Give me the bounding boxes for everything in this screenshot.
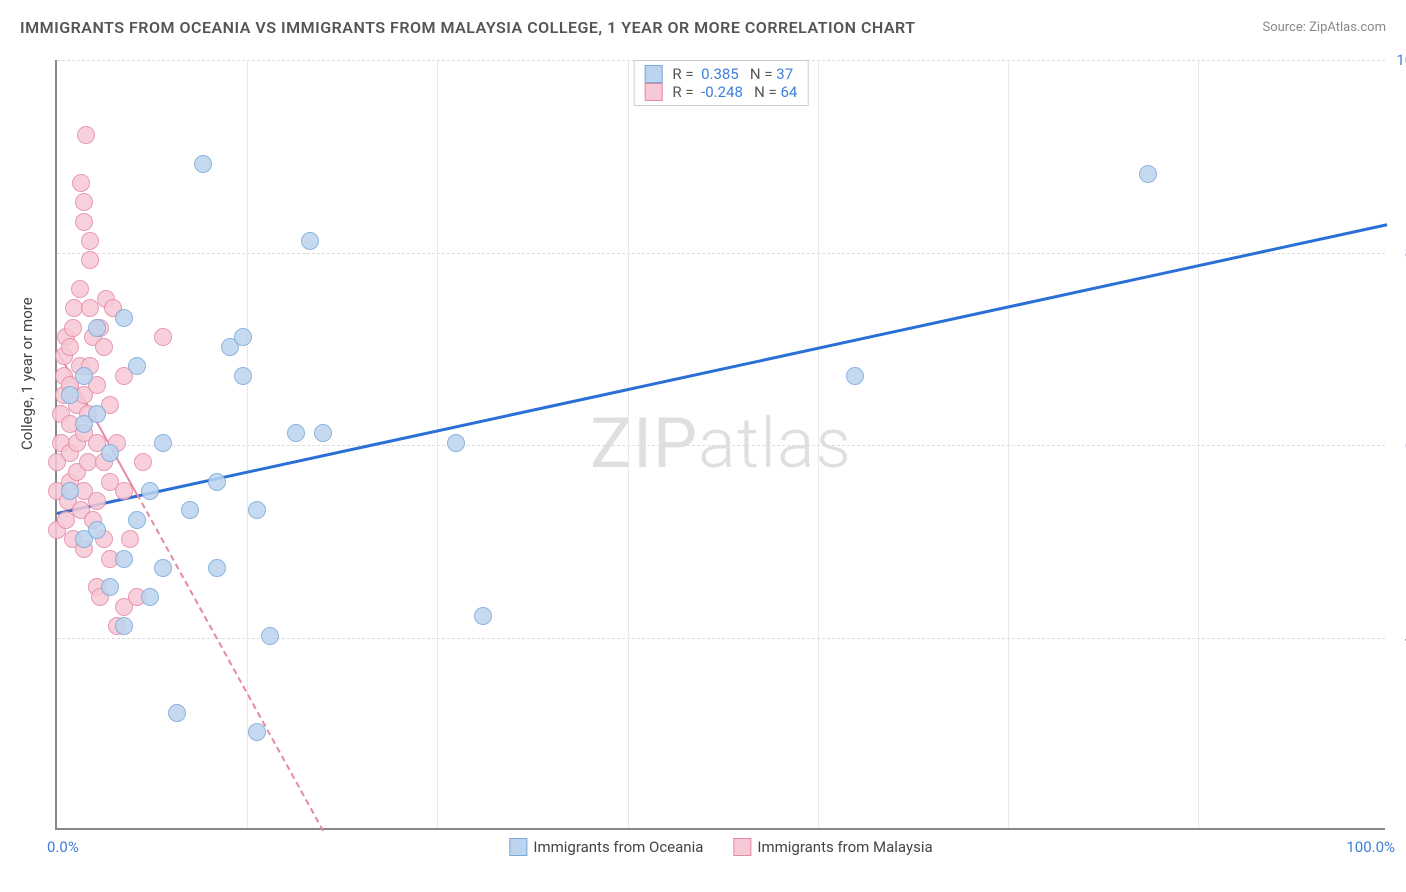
legend-swatch [645, 65, 663, 83]
gridline-h [57, 638, 1385, 639]
scatter-point [134, 453, 152, 471]
legend-swatch [733, 838, 751, 856]
gridline-v [437, 60, 438, 828]
scatter-point [115, 309, 133, 327]
gridline-v [247, 60, 248, 828]
scatter-point [141, 482, 159, 500]
gridline-v [818, 60, 819, 828]
y-tick-label: 100.0% [1396, 51, 1406, 69]
trend-line [57, 224, 1388, 516]
scatter-point [115, 617, 133, 635]
scatter-point [846, 367, 864, 385]
scatter-point [88, 492, 106, 510]
gridline-v [628, 60, 629, 828]
scatter-point [248, 723, 266, 741]
scatter-point [261, 627, 279, 645]
scatter-point [168, 704, 186, 722]
gridline-h [57, 445, 1385, 446]
scatter-point [181, 501, 199, 519]
scatter-point [474, 607, 492, 625]
chart-title: IMMIGRANTS FROM OCEANIA VS IMMIGRANTS FR… [20, 18, 916, 37]
legend-item: Immigrants from Malaysia [733, 838, 932, 856]
scatter-point [154, 434, 172, 452]
watermark: ZIPatlas [590, 403, 852, 485]
legend-swatch [509, 838, 527, 856]
scatter-point [77, 126, 95, 144]
scatter-point [61, 338, 79, 356]
scatter-point [154, 328, 172, 346]
scatter-point [301, 232, 319, 250]
stats-text: R = -0.248 N = 64 [669, 83, 798, 101]
scatter-point [71, 280, 89, 298]
scatter-point [115, 550, 133, 568]
scatter-point [141, 588, 159, 606]
scatter-point [75, 193, 93, 211]
scatter-point [1139, 165, 1157, 183]
stats-text: R = 0.385 N = 37 [669, 65, 793, 83]
legend-label: Immigrants from Malaysia [757, 838, 932, 856]
scatter-point [88, 405, 106, 423]
source-attribution: Source: ZipAtlas.com [1262, 20, 1386, 35]
scatter-point [75, 367, 93, 385]
scatter-point [61, 386, 79, 404]
scatter-point [121, 530, 139, 548]
scatter-point [248, 501, 266, 519]
scatter-point [101, 444, 119, 462]
plot-area: ZIPatlas 0.0% 100.0% R = 0.385 N = 37 R … [55, 60, 1385, 830]
scatter-point [81, 299, 99, 317]
x-axis-min-label: 0.0% [47, 838, 79, 856]
scatter-point [88, 319, 106, 337]
scatter-point [72, 174, 90, 192]
scatter-point [61, 482, 79, 500]
scatter-point [128, 511, 146, 529]
stats-legend: R = 0.385 N = 37 R = -0.248 N = 64 [634, 60, 809, 106]
stats-legend-row: R = 0.385 N = 37 [645, 65, 798, 83]
gridline-h [57, 253, 1385, 254]
gridline-v [1008, 60, 1009, 828]
series-legend: Immigrants from Oceania Immigrants from M… [509, 838, 932, 856]
scatter-point [194, 155, 212, 173]
correlation-chart: IMMIGRANTS FROM OCEANIA VS IMMIGRANTS FR… [0, 0, 1406, 892]
stats-legend-row: R = -0.248 N = 64 [645, 83, 798, 101]
scatter-point [447, 434, 465, 452]
scatter-point [95, 338, 113, 356]
scatter-point [64, 319, 82, 337]
scatter-point [128, 357, 146, 375]
scatter-point [234, 328, 252, 346]
scatter-point [88, 521, 106, 539]
y-axis-title: College, 1 year or more [18, 297, 36, 450]
legend-label: Immigrants from Oceania [533, 838, 703, 856]
scatter-point [234, 367, 252, 385]
trend-line [136, 494, 324, 832]
scatter-point [115, 482, 133, 500]
scatter-point [154, 559, 172, 577]
scatter-point [75, 213, 93, 231]
scatter-point [287, 424, 305, 442]
scatter-point [208, 559, 226, 577]
scatter-point [81, 232, 99, 250]
legend-item: Immigrants from Oceania [509, 838, 703, 856]
gridline-v [1198, 60, 1199, 828]
scatter-point [314, 424, 332, 442]
legend-swatch [645, 83, 663, 101]
scatter-point [208, 473, 226, 491]
scatter-point [81, 251, 99, 269]
scatter-point [101, 578, 119, 596]
x-axis-max-label: 100.0% [1346, 838, 1395, 856]
